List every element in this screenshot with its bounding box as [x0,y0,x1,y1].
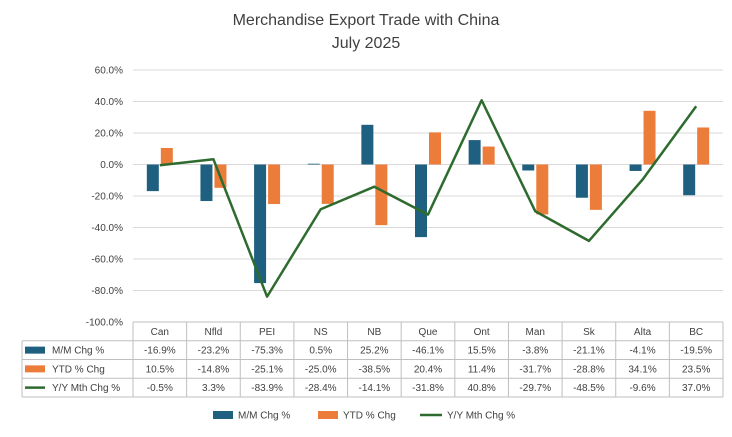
legend-key [318,411,338,419]
mm-chg-bar [683,165,695,196]
category-label: Nfld [205,327,223,338]
table-value: -4.1% [629,346,655,357]
chart-subtitle: July 2025 [332,35,401,52]
y-tick-label: 20.0% [95,129,123,140]
legend-key [213,411,233,419]
ytd-chg-bar [429,132,441,164]
mm-chg-bar [522,165,534,171]
mm-chg-bar [308,164,320,165]
table-value: -28.8% [573,364,605,375]
table-value: 40.8% [467,383,495,394]
table-value: -19.5% [680,346,712,357]
y-tick-label: 0.0% [100,160,123,171]
table-value: 20.4% [414,364,442,375]
category-label: Ont [474,327,490,338]
table-value: -14.8% [198,364,230,375]
mm-chg-bar [415,165,427,238]
table-value: 11.4% [468,364,496,375]
ytd-chg-bar [536,165,548,215]
y-tick-label: -80.0% [91,286,123,297]
table-value: -25.1% [251,364,283,375]
table-value: 15.5% [467,346,495,357]
legend: M/M Chg % YTD % Chg Y/Y Mth Chg % [213,411,515,422]
table-value: -28.4% [305,383,337,394]
ytd-chg-bar [697,127,709,164]
table-value: -21.1% [573,346,605,357]
table-legend-key [25,347,45,354]
ytd-chg-bar [644,111,656,165]
table-value: 10.5% [146,364,174,375]
category-label: BC [689,327,703,338]
y-tick-label: -60.0% [91,255,123,266]
category-label: NS [314,327,328,338]
table-value: 25.2% [360,346,388,357]
y-tick-label: -100.0% [86,318,123,329]
table-value: -14.1% [359,383,391,394]
ytd-chg-bar [268,165,280,205]
mm-chg-bar [576,165,588,198]
mm-chg-bar [147,165,159,192]
table-value: 34.1% [628,364,656,375]
y-tick-label: 40.0% [95,97,123,108]
table-value: -48.5% [573,383,605,394]
ytd-chg-bar [375,165,387,226]
table-series-name: YTD % Chg [52,364,105,375]
y-axis: 60.0% 40.0% 20.0% 0.0% -20.0% -40.0% -60.0% -80… [86,66,123,329]
legend-label: M/M Chg % [238,411,290,422]
category-label: Man [526,327,545,338]
ytd-chg-bar [590,165,602,210]
ytd-chg-bar [483,147,495,165]
table-value: -3.8% [522,346,548,357]
ytd-chg-bar [322,165,334,204]
table-value: -29.7% [519,383,551,394]
category-label: NB [367,327,381,338]
mm-chg-bar [630,165,642,171]
table-value: -31.7% [519,364,551,375]
category-label: Can [151,327,169,338]
data-table: Can Nfld PEI NS NB Que Ont Man Sk Alta BC M/M Chg %… [22,322,723,397]
table-series-name: M/M Chg % [52,346,104,357]
table-value: 37.0% [682,383,710,394]
y-tick-label: -40.0% [91,223,123,234]
mm-chg-bar [200,165,212,202]
legend-label: YTD % Chg [343,411,396,422]
table-value: -23.2% [198,346,230,357]
table-value: -75.3% [251,346,283,357]
yy-mth-chg-line [160,100,696,296]
line-series [160,100,697,297]
chart-title: Merchandise Export Trade with China [233,12,500,29]
table-value: -46.1% [412,346,444,357]
category-label: Sk [583,327,596,338]
ytd-chg-bar [161,148,173,165]
y-tick-label: 60.0% [95,66,123,77]
category-label: Alta [634,327,652,338]
table-legend-key [25,365,45,372]
table-value: 3.3% [202,383,225,394]
category-label: Que [419,327,438,338]
y-tick-label: -20.0% [91,192,123,203]
legend-label: Y/Y Mth Chg % [447,411,515,422]
table-value: -16.9% [144,346,176,357]
mm-chg-bar [469,140,481,164]
bars [147,111,709,283]
table-value: -9.6% [629,383,655,394]
table-value: -25.0% [305,364,337,375]
table-value: -38.5% [359,364,391,375]
table-value: -31.8% [412,383,444,394]
table-value: 23.5% [682,364,710,375]
table-value: -0.5% [147,383,173,394]
table-value: 0.5% [309,346,332,357]
table-value: -83.9% [251,383,283,394]
category-label: PEI [259,327,275,338]
table-series-name: Y/Y Mth Chg % [52,383,120,394]
mm-chg-bar [361,125,373,165]
